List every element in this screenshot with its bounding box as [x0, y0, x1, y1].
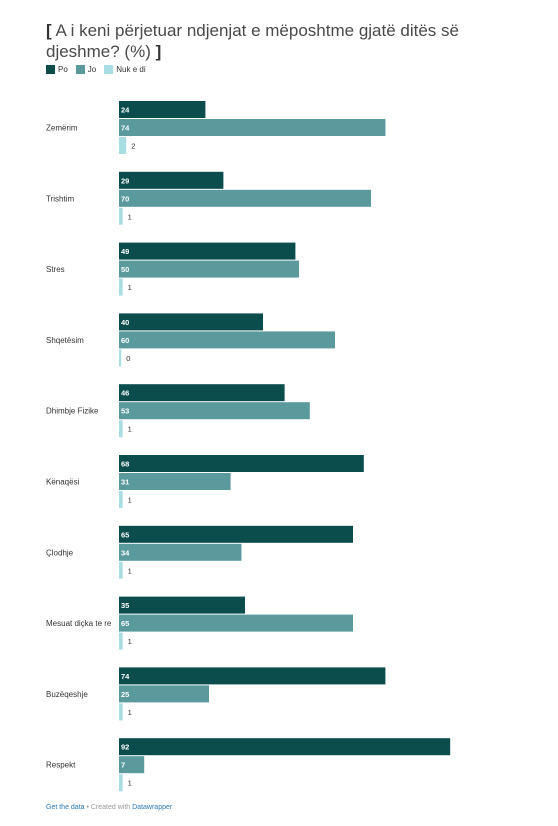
- bar-nuk-e-di: [119, 278, 123, 296]
- bar-po: [119, 738, 451, 756]
- data-label: 0: [126, 354, 130, 363]
- bar-po: [119, 455, 364, 472]
- bar-nuk-e-di: [119, 420, 123, 438]
- data-label: 53: [121, 407, 129, 416]
- data-label: 35: [121, 601, 129, 610]
- legend-label-jo: Jo: [87, 65, 97, 74]
- bar-jo: [119, 119, 386, 136]
- bar-nuk-e-di: [119, 207, 123, 225]
- bar-group-respekt: Respekt 92 71: [46, 738, 451, 792]
- category-label: Mesuat diçka te re: [46, 619, 112, 628]
- data-label: 60: [121, 336, 129, 345]
- bar-po: [119, 596, 245, 614]
- bar-nuk-e-di: [119, 703, 123, 721]
- data-label: 29: [121, 176, 129, 185]
- legend-item-nuk-e-di: Nuk e di: [104, 65, 146, 74]
- bar-jo: [119, 543, 242, 561]
- data-label: 2: [131, 142, 135, 151]
- bar-po: [119, 384, 285, 402]
- data-label: 1: [128, 566, 132, 575]
- data-label: 31: [121, 478, 129, 487]
- legend-swatch-po: [46, 65, 55, 74]
- bar-group-buzeqeshje: Buzëqeshje 74 25 1: [46, 667, 386, 721]
- data-label: 49: [121, 247, 129, 256]
- data-label: 25: [121, 690, 129, 699]
- bar-group-shqetesim: Shqetësim 40 60 0: [46, 313, 335, 367]
- legend-swatch-nuk-e-di: [104, 65, 114, 74]
- legend-item-jo: Jo: [75, 65, 97, 74]
- footer: Get the data • Created with Datawrapper: [46, 804, 172, 811]
- data-label: 1: [128, 425, 132, 434]
- bar-group-zemerim: Zemërim 24 742: [46, 101, 386, 154]
- data-label: 7: [121, 761, 125, 770]
- chart-title: [ A i keni përjetuar ndjenjat e mëposhtm…: [46, 20, 516, 62]
- bar-po: [119, 667, 386, 685]
- bar-nuk-e-di: [119, 491, 123, 508]
- bar-po: [119, 101, 206, 118]
- data-label: 74: [121, 672, 130, 681]
- bar-group-stres: Stres 49 50 1: [46, 242, 299, 296]
- bar-nuk-e-di: [119, 561, 123, 579]
- data-label: 46: [121, 389, 129, 398]
- bar-group-kenaqesi: Kënaqësi 68 31 1: [46, 455, 364, 508]
- bar-po: [119, 525, 353, 543]
- data-label: 70: [121, 194, 129, 203]
- bar-po: [119, 313, 263, 331]
- bar-nuk-e-di: [119, 774, 123, 792]
- bar-group-dhimbje-fizike: Dhimbje Fizike 46 53 1: [46, 384, 310, 438]
- data-label: 1: [128, 283, 132, 292]
- data-label: 24: [121, 106, 130, 115]
- legend-label-nuk-e-di: Nuk e di: [116, 65, 146, 74]
- datawrapper-link[interactable]: Datawrapper: [132, 804, 173, 811]
- bar-jo: [119, 614, 353, 632]
- bar-nuk-e-di: [119, 137, 127, 154]
- category-label: Buzëqeshje: [46, 690, 88, 699]
- data-label: 92: [121, 743, 129, 752]
- data-label: 1: [128, 496, 132, 505]
- data-label: 68: [121, 460, 129, 469]
- data-label: 34: [121, 548, 130, 557]
- category-label: Respekt: [46, 761, 76, 770]
- legend-swatch-jo: [75, 65, 85, 74]
- bar-jo: [119, 473, 231, 490]
- bar-group-mesuat-dicka-te-re: Mesuat diçka te re 35 65 1: [46, 596, 353, 650]
- bar-jo: [119, 260, 299, 278]
- bar-nuk-e-di: [119, 632, 123, 650]
- data-label: 74: [121, 124, 130, 133]
- bar-po: [119, 242, 296, 260]
- title-bracket-open: [: [46, 21, 52, 40]
- category-label: Çlodhje: [46, 548, 74, 557]
- category-label: Trishtim: [46, 194, 74, 203]
- bar-jo: [119, 402, 310, 420]
- data-label: 65: [121, 530, 129, 539]
- data-label: 40: [121, 318, 129, 327]
- bar-po: [119, 171, 224, 189]
- footer-created-with: • Created with: [84, 804, 133, 811]
- category-label: Stres: [46, 265, 65, 274]
- data-label: 65: [121, 619, 129, 628]
- legend: Po Jo Nuk e di: [46, 65, 154, 74]
- data-label: 1: [128, 708, 132, 717]
- get-the-data-link[interactable]: Get the data: [46, 804, 85, 811]
- legend-item-po: Po: [46, 65, 68, 74]
- data-label: 1: [128, 637, 132, 646]
- data-label: 50: [121, 265, 129, 274]
- bar-group-trishtim: Trishtim 29 70 1: [46, 171, 371, 225]
- bar-nuk-e-di: [119, 349, 122, 367]
- data-label: 1: [128, 779, 132, 788]
- category-label: Zemërim: [46, 124, 78, 133]
- data-label: 1: [128, 212, 132, 221]
- category-label: Kënaqësi: [46, 478, 80, 487]
- bar-jo: [119, 685, 209, 703]
- category-label: Dhimbje Fizike: [46, 407, 99, 416]
- bar-jo: [119, 189, 371, 207]
- bar-jo: [119, 756, 145, 774]
- legend-label-po: Po: [58, 65, 68, 74]
- category-label: Shqetësim: [46, 336, 84, 345]
- title-bracket-close: ]: [155, 42, 162, 61]
- title-text: A i keni përjetuar ndjenjat e mëposhtme …: [46, 21, 459, 61]
- bar-jo: [119, 331, 335, 349]
- bar-group-clodhje: Çlodhje 65 34 1: [46, 525, 353, 579]
